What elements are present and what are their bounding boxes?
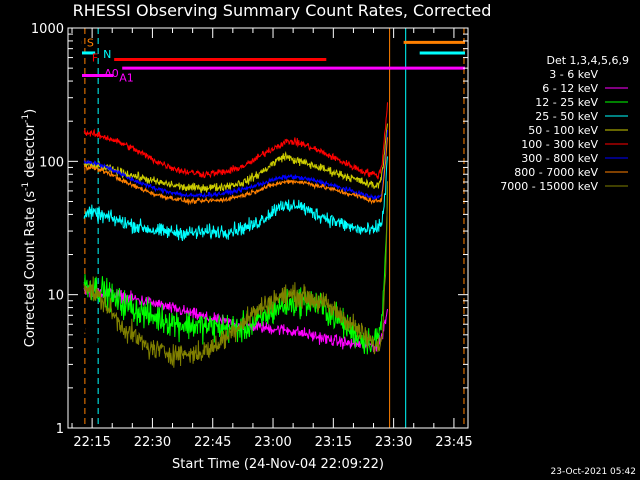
series-lines xyxy=(83,102,388,423)
legend-label-0: 3 - 6 keV xyxy=(549,68,598,81)
legend-label-3: 25 - 50 keV xyxy=(535,110,598,123)
x-tick-label: 23:45 xyxy=(435,435,472,450)
x-axis-label: Start Time (24-Nov-04 22:09:22) xyxy=(172,457,384,472)
state-bar-label-a0: A0 xyxy=(104,67,119,80)
y-tick-label: 1 xyxy=(56,422,64,437)
state-bar-label-s: S xyxy=(87,36,94,49)
legend-label-8: 7000 - 15000 keV xyxy=(500,180,598,193)
x-tick-label: 23:30 xyxy=(375,435,412,450)
plot-frame xyxy=(67,27,469,429)
series-line-3 xyxy=(83,156,388,242)
state-bar-label-a1: A1 xyxy=(119,72,134,85)
chart-title: RHESSI Observing Summary Count Rates, Co… xyxy=(73,1,492,20)
y-tick-label: 10 xyxy=(47,289,64,304)
legend-label-7: 800 - 7000 keV xyxy=(514,166,598,179)
state-bar-label-f: F xyxy=(92,52,98,65)
y-axis-label-main: Corrected Count Rate (s xyxy=(23,191,38,348)
legend-label-5: 100 - 300 keV xyxy=(521,138,598,151)
attenuator-bars: SNF A0 A1 xyxy=(81,36,465,85)
x-tick-label: 22:15 xyxy=(73,435,110,450)
timestamp: 23-Oct-2021 05:42 xyxy=(551,467,636,477)
y-tick-label: 100 xyxy=(39,155,64,170)
y-axis-label-sup1: -1 xyxy=(21,182,31,191)
series-line-2 xyxy=(83,185,388,355)
series-line-6 xyxy=(83,129,388,200)
legend-label-6: 300 - 800 keV xyxy=(521,152,598,165)
series-line-7 xyxy=(83,137,388,206)
series-line-5 xyxy=(83,102,388,180)
series-line-0 xyxy=(83,324,388,423)
legend-label-4: 50 - 100 keV xyxy=(528,124,598,137)
vertical-markers xyxy=(84,28,465,428)
series-line-4 xyxy=(83,123,388,195)
x-tick-label: 23:00 xyxy=(254,435,291,450)
legend-label-2: 12 - 25 keV xyxy=(535,96,598,109)
state-bar-label-n: N xyxy=(103,48,111,61)
y-axis-label: Corrected Count Rate (s-1 detector-1) xyxy=(21,109,38,347)
series-line-8 xyxy=(83,181,388,368)
y-tick-label: 1000 xyxy=(31,22,64,37)
x-tick-label: 22:45 xyxy=(194,435,231,450)
legend-label-1: 6 - 12 keV xyxy=(542,82,598,95)
legend-title: Det 1,3,4,5,6,9 xyxy=(546,54,629,67)
y-axis-label-end: ) xyxy=(23,109,38,114)
x-tick-label: 23:15 xyxy=(315,435,352,450)
y-axis-label-sup2: -1 xyxy=(21,114,31,123)
y-axis-label-mid: detector xyxy=(23,122,38,182)
x-tick-label: 22:30 xyxy=(134,435,171,450)
axis-ticks: 1 10 100 1000 22:15 22:30 22:45 23:00 23:15 23:30… xyxy=(31,22,473,450)
